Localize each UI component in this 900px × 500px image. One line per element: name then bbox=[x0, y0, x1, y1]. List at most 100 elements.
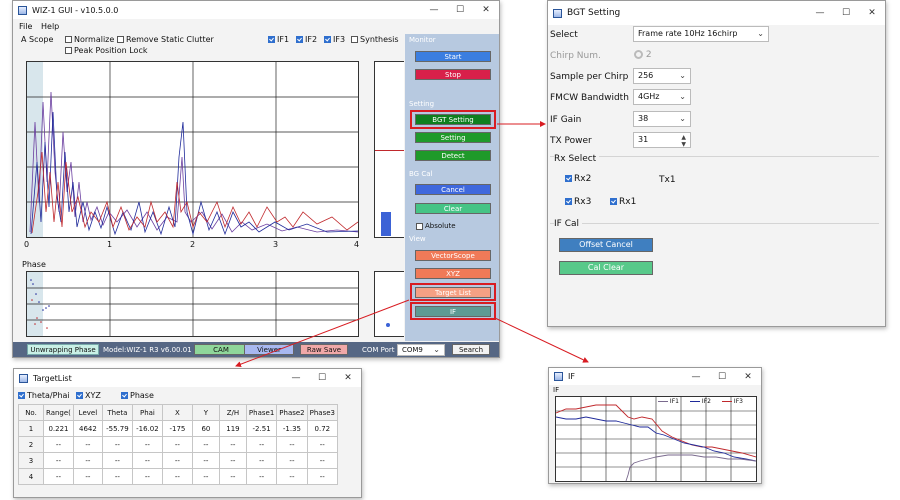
clear-button[interactable]: Clear bbox=[415, 203, 491, 214]
search-button[interactable]: Search bbox=[452, 344, 490, 355]
rx2-checkbox[interactable]: Rx2 bbox=[565, 174, 591, 184]
close-icon[interactable]: ✕ bbox=[744, 371, 752, 382]
if1-checkbox[interactable]: IF1 bbox=[268, 35, 289, 44]
bgt-setting-window: BGT Setting — ☐ ✕ Select Frame rate 10Hz… bbox=[547, 0, 886, 327]
radio-icon bbox=[634, 50, 643, 59]
setting-button[interactable]: Setting bbox=[415, 132, 491, 143]
main-title: WIZ-1 GUI - v10.5.0.0 bbox=[32, 5, 119, 15]
checkbox-checked-icon bbox=[565, 198, 572, 205]
if2-checkbox[interactable]: IF2 bbox=[296, 35, 317, 44]
cam-button[interactable]: CAM bbox=[194, 344, 248, 355]
header-theta: Theta bbox=[101, 404, 133, 421]
maximize-icon[interactable]: ☐ bbox=[717, 371, 727, 382]
phase-checkbox[interactable]: Phase bbox=[121, 391, 154, 400]
if-cal-label: IF Cal bbox=[554, 219, 582, 229]
spc-label: Sample per Chirp bbox=[550, 72, 629, 82]
ifcal-separator bbox=[550, 223, 879, 224]
maximize-icon[interactable]: ☐ bbox=[841, 8, 851, 18]
normalize-checkbox[interactable]: Normalize bbox=[65, 35, 114, 44]
checkbox-icon bbox=[117, 36, 124, 43]
minimize-icon[interactable]: — bbox=[291, 373, 301, 383]
x-tick-4: 4 bbox=[354, 240, 360, 249]
checkbox-icon bbox=[351, 36, 358, 43]
cancel-button[interactable]: Cancel bbox=[415, 184, 491, 195]
bgt-title-bar: BGT Setting — ☐ ✕ bbox=[548, 1, 885, 25]
vectorscope-button[interactable]: VectorScope bbox=[415, 250, 491, 261]
spc-select[interactable]: 256 ⌄ bbox=[633, 68, 691, 84]
tl-title: TargetList bbox=[33, 373, 72, 383]
legend-if2: IF2 bbox=[690, 398, 711, 405]
viewer-button[interactable]: Viewer bbox=[244, 344, 294, 355]
if-gain-select[interactable]: 38 ⌄ bbox=[633, 111, 691, 127]
if-plot-label: IF bbox=[553, 386, 560, 394]
com-port-select[interactable]: COM9 ⌄ bbox=[397, 344, 445, 356]
bandwidth-select[interactable]: 4GHz ⌄ bbox=[633, 89, 691, 105]
close-icon[interactable]: ✕ bbox=[344, 373, 352, 383]
synthesis-checkbox[interactable]: Synthesis bbox=[351, 35, 399, 44]
phase-label: Phase bbox=[22, 260, 46, 269]
close-icon[interactable]: ✕ bbox=[482, 5, 490, 15]
bgt-highlight bbox=[410, 110, 496, 129]
absolute-checkbox[interactable]: Absolute bbox=[416, 222, 456, 230]
a-scope-plot bbox=[26, 61, 359, 238]
menu-help[interactable]: Help bbox=[41, 22, 60, 31]
select-label: Select bbox=[550, 30, 578, 40]
target-list-highlight bbox=[410, 283, 496, 301]
header-zh: Z/H bbox=[218, 404, 247, 421]
main-title-bar: WIZ-1 GUI - v10.5.0.0 — ☐ ✕ bbox=[13, 1, 499, 19]
minimize-icon[interactable]: — bbox=[691, 371, 701, 382]
maximize-icon[interactable]: ☐ bbox=[455, 5, 465, 15]
app-icon bbox=[553, 8, 562, 18]
checkbox-checked-icon bbox=[324, 36, 331, 43]
bgt-setting-button[interactable]: BGT Setting bbox=[415, 114, 491, 125]
checkbox-checked-icon bbox=[610, 198, 617, 205]
minimize-icon[interactable]: — bbox=[429, 5, 439, 15]
chirp-label: Chirp Num. bbox=[550, 51, 601, 61]
offset-cancel-button[interactable]: Offset Cancel bbox=[559, 238, 653, 252]
if-highlight bbox=[410, 302, 496, 320]
level-plot bbox=[374, 61, 404, 238]
target-list-window: TargetList — ☐ ✕ Theta/Phai XYZ Phase No… bbox=[13, 368, 362, 498]
rx3-checkbox[interactable]: Rx3 bbox=[565, 197, 591, 207]
legend-if1: IF1 bbox=[658, 398, 679, 405]
table-row: 1 0.221 4642 -55.79 -16.02 -175 60 119 -2.51 -1.3… bbox=[18, 420, 339, 437]
stop-button[interactable]: Stop bbox=[415, 69, 491, 80]
cal-clear-button[interactable]: Cal Clear bbox=[559, 261, 653, 275]
rx1-checkbox[interactable]: Rx1 bbox=[610, 197, 636, 207]
if-window: IF — ☐ ✕ IF IF1 IF2 IF3 bbox=[548, 367, 762, 484]
header-no: No. bbox=[18, 404, 44, 421]
tx-power-stepper[interactable]: 31 ▲ ▼ bbox=[633, 132, 691, 148]
menu-file[interactable]: File bbox=[19, 22, 33, 31]
target-list-button[interactable]: Target List bbox=[415, 287, 491, 298]
if-gain-label: IF Gain bbox=[550, 115, 582, 125]
chirp-num-radio[interactable]: 2 bbox=[634, 50, 652, 60]
remove-clutter-checkbox[interactable]: Remove Static Clutter bbox=[117, 35, 214, 44]
legend-if3: IF3 bbox=[722, 398, 743, 405]
if-button[interactable]: IF bbox=[415, 306, 491, 317]
header-level: Level bbox=[72, 404, 103, 421]
theta-phai-checkbox[interactable]: Theta/Phai bbox=[18, 391, 70, 400]
peak-lock-checkbox[interactable]: Peak Position Lock bbox=[65, 46, 147, 55]
maximize-icon[interactable]: ☐ bbox=[317, 373, 327, 383]
x-tick-0: 0 bbox=[24, 240, 30, 249]
app-icon bbox=[18, 5, 27, 15]
table-row: 2 -- -- -- -- -- -- -- -- -- -- bbox=[18, 436, 339, 453]
if3-checkbox[interactable]: IF3 bbox=[324, 35, 345, 44]
checkbox-icon bbox=[65, 47, 72, 54]
phase-svg bbox=[27, 272, 358, 336]
checkbox-checked-icon bbox=[565, 175, 572, 182]
xyz-button[interactable]: XYZ bbox=[415, 268, 491, 279]
minimize-icon[interactable]: — bbox=[815, 8, 825, 18]
app-icon bbox=[19, 373, 28, 383]
close-icon[interactable]: ✕ bbox=[868, 8, 876, 18]
raw-save-button[interactable]: Raw Save bbox=[300, 344, 348, 355]
monitor-group: Monitor bbox=[409, 36, 436, 44]
xyz-checkbox[interactable]: XYZ bbox=[76, 391, 101, 400]
stepper-arrows-icon[interactable]: ▲ ▼ bbox=[681, 134, 686, 148]
unwrapping-phase-button[interactable]: Unwrapping Phase bbox=[27, 344, 99, 355]
chevron-down-icon: ⌄ bbox=[679, 114, 686, 123]
start-button[interactable]: Start bbox=[415, 51, 491, 62]
preset-select[interactable]: Frame rate 10Hz 16chirp ⌄ bbox=[633, 26, 769, 42]
detect-button[interactable]: Detect bbox=[415, 150, 491, 161]
a-scope-label: A Scope bbox=[21, 35, 54, 44]
